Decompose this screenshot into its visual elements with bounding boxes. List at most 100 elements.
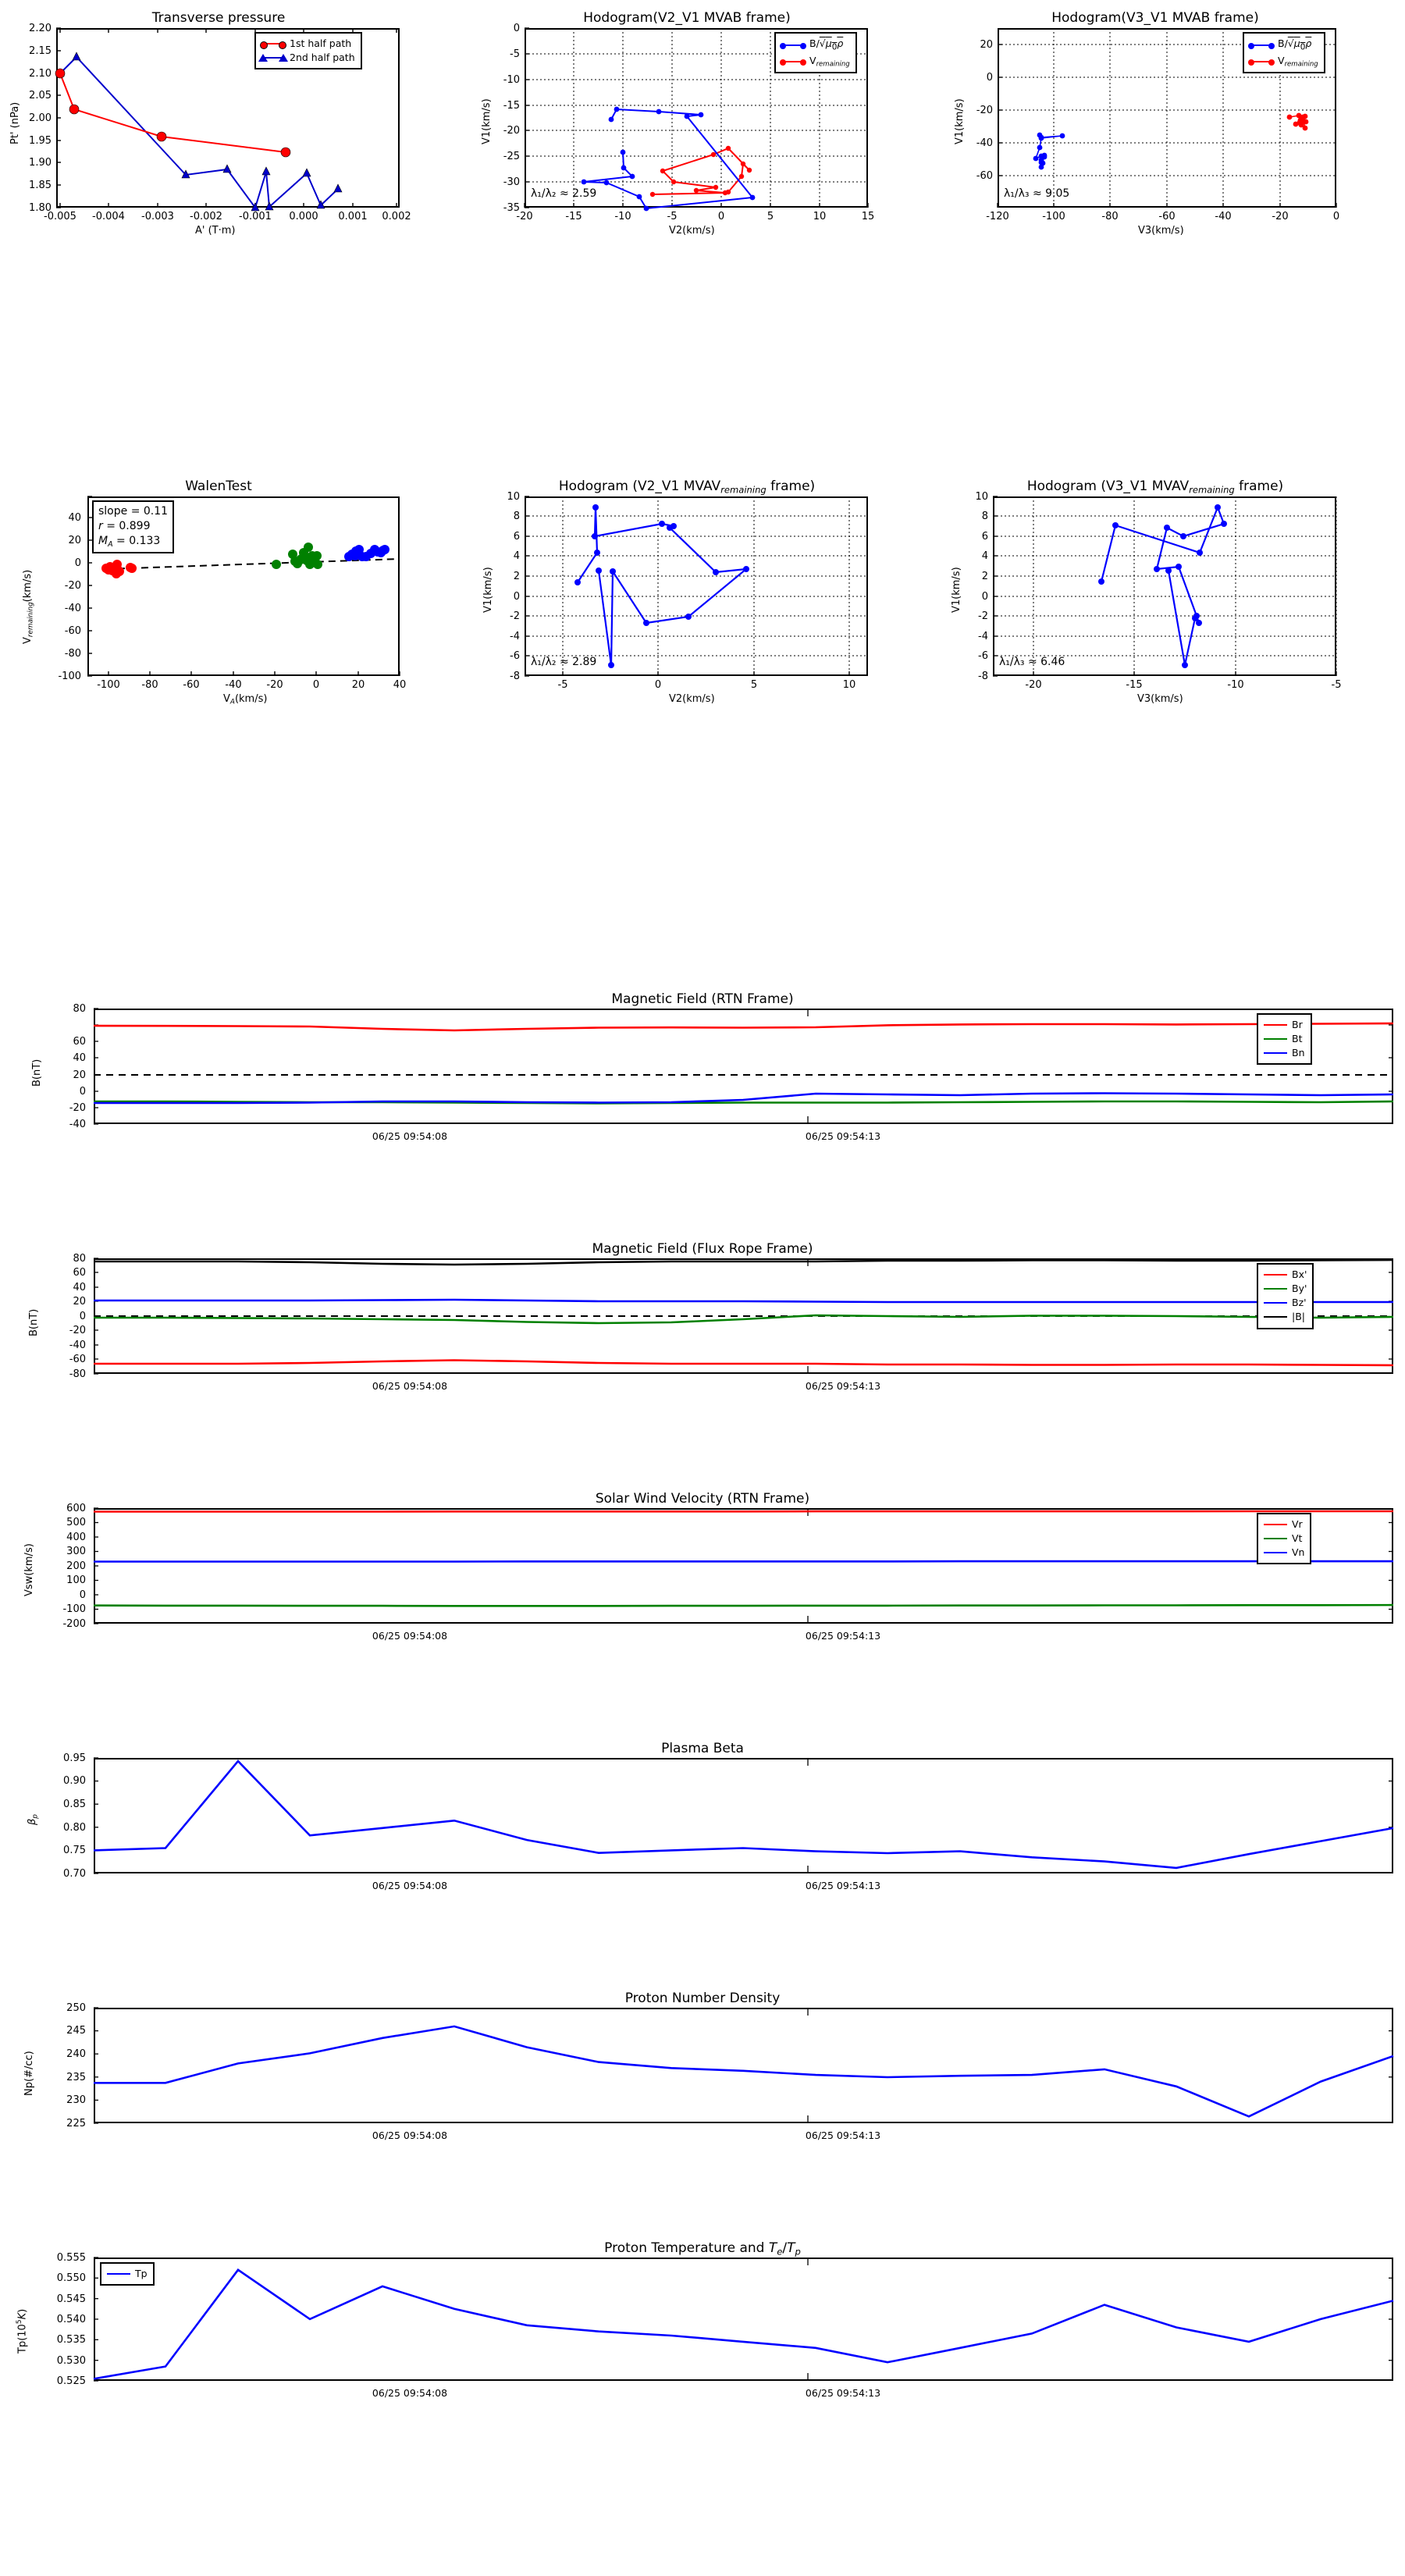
ytick: -40 <box>69 1119 86 1130</box>
ytick: -30 <box>503 176 520 188</box>
legend-swatch-by <box>1264 1288 1287 1290</box>
xtick: -40 <box>1215 211 1232 222</box>
legend-swatch-vr <box>1264 1524 1287 1526</box>
plot-area <box>94 1508 1393 1624</box>
legend-swatch-bt <box>1264 1038 1287 1041</box>
ytick: -2 <box>510 610 520 622</box>
ytick: -25 <box>503 151 520 162</box>
eigenvalue-ratio-annotation: λ₁/λ₃ ≈ 9.05 <box>1004 187 1070 200</box>
ytick: 100 <box>66 1574 86 1586</box>
panel-hodogram-v3v1-mvav: Hodogram (V3_V1 MVAVremaining frame) <box>937 476 1389 718</box>
ytick: 0 <box>79 1589 86 1601</box>
ytick: 1.95 <box>29 135 52 147</box>
xtick: -5 <box>667 211 678 222</box>
ytick: 0.540 <box>56 2314 86 2325</box>
legend-item-tp: Tp <box>107 2267 148 2281</box>
ytick: 0.525 <box>56 2375 86 2387</box>
ytick: 400 <box>66 1532 86 1543</box>
legend: Vr Vt Vn <box>1257 1513 1312 1565</box>
legend: B/√μ0ρ Vremaining <box>1243 32 1325 74</box>
xtick: 5 <box>750 679 758 691</box>
ytick: 40 <box>73 1052 86 1064</box>
xtick: -20 <box>266 679 283 691</box>
panel-walen-test: WalenTest <box>0 476 453 718</box>
panel-title: Magnetic Field (RTN Frame) <box>611 991 794 1007</box>
legend-label: Tp <box>135 2268 148 2279</box>
walen-stats-box: slope = 0.11 r = 0.899 MA = 0.133 <box>92 500 175 554</box>
legend-item-by: By' <box>1264 1282 1307 1296</box>
xtick: 40 <box>393 679 407 691</box>
panel-plasma-beta: Plasma Beta 0.95 0.90 0.85 0.80 0.75 0.7… <box>0 1741 1405 1912</box>
ytick: -4 <box>510 631 520 642</box>
ytick: 0.75 <box>63 1845 86 1856</box>
legend: Bx' By' Bz' |B| <box>1257 1263 1314 1329</box>
legend-swatch-red <box>1248 59 1275 66</box>
xtick: 0 <box>312 679 320 691</box>
legend-swatch-bx <box>1264 1274 1287 1276</box>
legend: Br Bt Bn <box>1257 1013 1312 1066</box>
panel-title: Hodogram(V2_V1 MVAB frame) <box>583 10 791 26</box>
legend-label: Vremaining <box>809 54 850 69</box>
ytick: 0.530 <box>56 2355 86 2367</box>
xtick: -0.001 <box>239 211 272 222</box>
legend-swatch-vt <box>1264 1538 1287 1540</box>
ytick: 0 <box>981 591 988 603</box>
ytick: 2.00 <box>29 112 52 124</box>
panel-title: Plasma Beta <box>661 1741 744 1756</box>
ytick: 2.05 <box>29 90 52 101</box>
ytick: 20 <box>73 1296 86 1308</box>
y-axis-label: B(nT) <box>31 1059 43 1087</box>
xtick: 06/25 09:54:13 <box>805 2387 881 2399</box>
plot-area <box>94 1758 1393 1873</box>
b-fluxrope-svg <box>94 1258 1394 1375</box>
ytick: -8 <box>978 671 988 682</box>
legend: 1st half path 2nd half path <box>254 32 362 70</box>
ytick: -200 <box>62 1618 86 1630</box>
ytick: 8 <box>981 511 988 522</box>
ytick: 245 <box>66 2025 86 2037</box>
xtick: -60 <box>183 679 200 691</box>
y-axis-label: Vsw(km/s) <box>23 1543 35 1596</box>
ytick: 2.20 <box>29 23 52 34</box>
legend-item-bz: Bz' <box>1264 1296 1307 1310</box>
xtick: -80 <box>1101 211 1119 222</box>
legend-label: Vn <box>1292 1546 1305 1559</box>
legend-label: Bx' <box>1292 1268 1307 1280</box>
xtick: 0.000 <box>289 211 318 222</box>
legend-swatch-vn <box>1264 1552 1287 1554</box>
legend-item-vn: Vn <box>1264 1546 1304 1560</box>
eigenvalue-ratio-annotation: λ₁/λ₂ ≈ 2.59 <box>531 187 597 200</box>
ytick: 0.85 <box>63 1799 86 1810</box>
ytick: -20 <box>69 1325 86 1336</box>
plasma-beta-svg <box>93 1757 1394 1874</box>
hodo-v3v1-mvab-svg <box>997 28 1337 208</box>
ytick: -40 <box>69 1340 86 1351</box>
ytick: -8 <box>510 671 520 682</box>
xtick: 06/25 09:54:13 <box>805 1380 881 1392</box>
legend: B/√μ0ρ Vremaining <box>774 32 857 74</box>
xtick: 06/25 09:54:08 <box>372 1130 448 1142</box>
ytick: -20 <box>503 125 520 137</box>
legend: Tp <box>100 2262 155 2286</box>
hodo-v2v1-mvab-svg <box>524 27 869 212</box>
legend-label: Br <box>1292 1019 1303 1030</box>
ytick: 0.80 <box>63 1822 86 1834</box>
xtick: 06/25 09:54:13 <box>805 1630 881 1642</box>
legend-swatch-circle <box>260 41 286 50</box>
panel-transverse-pressure: Transverse pressure <box>0 8 453 237</box>
ytick: -80 <box>69 1368 86 1380</box>
ytick: 0 <box>74 557 81 569</box>
y-axis-label: Pt' (nPa) <box>9 101 21 144</box>
legend-item-v-remaining: Vremaining <box>780 54 850 69</box>
legend-item-bn: Bn <box>1264 1046 1305 1060</box>
legend-label: B/√μ0ρ <box>809 37 844 52</box>
legend-label: Bn <box>1292 1047 1305 1059</box>
panel-title: Hodogram(V3_V1 MVAB frame) <box>1051 10 1259 26</box>
xtick: 06/25 09:54:08 <box>372 1880 448 1891</box>
legend-swatch-bmag <box>1264 1316 1287 1318</box>
ytick: 8 <box>513 511 520 522</box>
ytick: 10 <box>975 491 988 503</box>
ytick: 1.80 <box>29 202 52 214</box>
ytick: -100 <box>58 671 81 682</box>
